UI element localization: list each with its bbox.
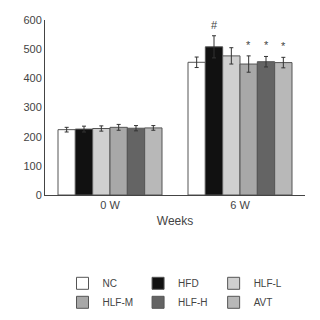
svg-text:NC: NC: [103, 278, 117, 289]
svg-text:200: 200: [23, 131, 41, 143]
svg-text:0: 0: [36, 189, 42, 201]
svg-text:#: #: [211, 19, 218, 31]
svg-text:AVT: AVT: [254, 297, 273, 308]
svg-text:Weeks: Weeks: [157, 214, 193, 228]
svg-text:500: 500: [23, 43, 41, 55]
svg-text:6 W: 6 W: [230, 199, 250, 211]
svg-text:HFD: HFD: [178, 278, 199, 289]
svg-text:300: 300: [23, 101, 41, 113]
svg-text:*: *: [246, 39, 251, 51]
svg-text:600: 600: [23, 14, 41, 26]
svg-text:100: 100: [23, 160, 41, 172]
svg-text:400: 400: [23, 72, 41, 84]
svg-text:*: *: [281, 40, 286, 52]
svg-text:HLF-L: HLF-L: [254, 278, 282, 289]
svg-text:0 W: 0 W: [100, 199, 120, 211]
svg-text:HLF-M: HLF-M: [103, 297, 134, 308]
svg-text:*: *: [264, 39, 269, 51]
svg-text:HLF-H: HLF-H: [178, 297, 207, 308]
